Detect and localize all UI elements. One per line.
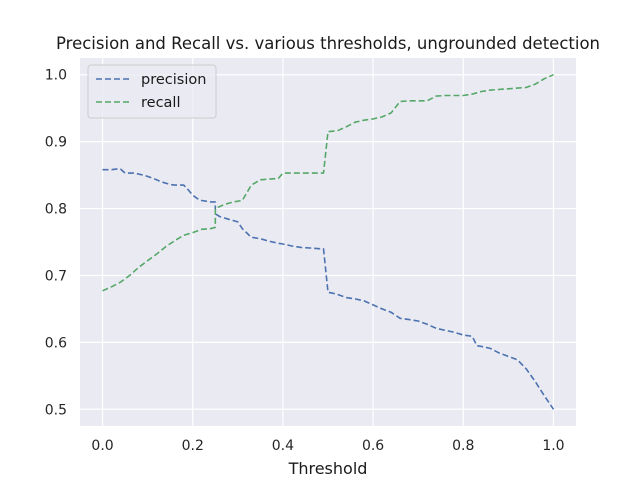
legend: precision recall: [87, 64, 217, 119]
y-tick-label: 0.8: [45, 202, 67, 218]
x-tick-label: 0.0: [91, 438, 113, 454]
x-axis-label: Threshold: [288, 459, 368, 478]
x-tick-label: 0.2: [182, 438, 204, 454]
y-tick-label: 0.7: [45, 268, 67, 284]
x-tick-label: 0.6: [362, 438, 384, 454]
y-tick-label: 0.5: [45, 402, 67, 418]
grid: [80, 58, 576, 426]
y-tick-label: 1.0: [45, 68, 67, 84]
y-ticks: 0.5 0.6 0.7 0.8 0.9 1.0: [45, 68, 67, 419]
legend-label-precision: precision: [141, 72, 206, 88]
y-tick-label: 0.6: [45, 335, 67, 351]
x-tick-label: 1.0: [542, 438, 564, 454]
series-lines: [102, 73, 555, 410]
chart-title: Precision and Recall vs. various thresho…: [56, 34, 600, 53]
series-line-precision: [102, 168, 555, 410]
plot-background: [80, 58, 576, 426]
x-tick-label: 0.4: [272, 438, 294, 454]
y-tick-label: 0.9: [45, 135, 67, 151]
x-tick-label: 0.8: [452, 438, 474, 454]
series-line-recall: [102, 73, 554, 292]
legend-label-recall: recall: [141, 95, 180, 111]
x-ticks: 0.0 0.2 0.4 0.6 0.8 1.0: [91, 438, 564, 454]
